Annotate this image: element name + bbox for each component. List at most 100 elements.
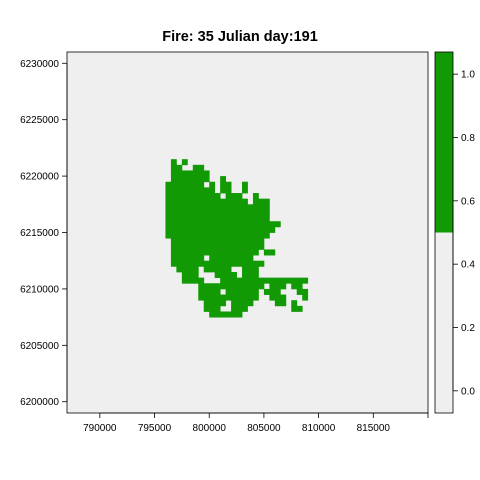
burned-cell bbox=[302, 294, 309, 301]
burned-cell bbox=[258, 277, 270, 284]
colorbar-burned-segment bbox=[435, 52, 453, 233]
burned-cell bbox=[192, 164, 205, 171]
burned-cell bbox=[165, 221, 265, 228]
burned-cell bbox=[181, 271, 199, 279]
chart-title: Fire: 35 Julian day:191 bbox=[162, 29, 318, 45]
y-tick-label: 6230000 bbox=[20, 59, 59, 70]
burned-cell bbox=[170, 164, 183, 171]
burned-cell bbox=[209, 255, 232, 262]
burned-cell bbox=[269, 277, 281, 284]
burned-cell bbox=[165, 187, 216, 194]
burned-cell bbox=[247, 277, 259, 284]
burned-cell bbox=[291, 277, 309, 284]
burned-cell bbox=[225, 288, 243, 295]
colorbar-tick-label: 1.0 bbox=[461, 70, 475, 81]
burned-cell bbox=[203, 305, 221, 312]
y-tick-label: 6205000 bbox=[20, 341, 59, 352]
burned-cell bbox=[252, 193, 259, 200]
burned-cell bbox=[263, 221, 281, 228]
burned-cell bbox=[181, 277, 205, 284]
burned-cell bbox=[220, 283, 254, 290]
burned-cell bbox=[242, 294, 259, 301]
colorbar-legend: 0.0 0.2 0.4 0.6 0.8 1.0 bbox=[434, 51, 475, 414]
colorbar-ticks: 0.0 0.2 0.4 0.6 0.8 1.0 bbox=[452, 70, 475, 397]
burned-cell bbox=[214, 271, 237, 279]
burned-cell bbox=[165, 209, 210, 216]
burned-cell bbox=[165, 204, 216, 211]
burned-cell bbox=[242, 187, 248, 194]
burned-cell bbox=[170, 260, 243, 267]
burned-cell bbox=[165, 232, 270, 239]
burned-cell bbox=[274, 300, 287, 307]
burned-cell bbox=[242, 266, 259, 273]
burned-cell bbox=[170, 243, 265, 250]
burned-cell bbox=[170, 159, 177, 166]
burned-cells bbox=[165, 159, 309, 318]
burned-cell bbox=[225, 193, 243, 200]
burned-cell bbox=[198, 294, 227, 301]
y-tick-label: 6210000 bbox=[20, 284, 59, 295]
burned-cell bbox=[181, 159, 188, 166]
burned-cell bbox=[198, 283, 221, 290]
burned-cell bbox=[242, 181, 248, 188]
burned-cell bbox=[209, 311, 227, 318]
burned-cell bbox=[296, 288, 309, 295]
burned-cell bbox=[220, 277, 248, 284]
burned-cell bbox=[291, 300, 298, 307]
burned-cell bbox=[220, 176, 227, 183]
x-tick-label: 815000 bbox=[357, 423, 391, 434]
y-tick-label: 6225000 bbox=[20, 115, 59, 126]
burned-cell bbox=[242, 260, 265, 267]
colorbar-tick-label: 0.8 bbox=[461, 133, 475, 144]
x-axis: 790000 795000 800000 805000 810000 815000 bbox=[83, 412, 429, 434]
burned-cell bbox=[236, 198, 248, 205]
y-tick-label: 6215000 bbox=[20, 228, 59, 239]
burned-cell bbox=[225, 311, 243, 318]
burned-cell bbox=[242, 271, 259, 279]
burned-cell bbox=[165, 215, 270, 222]
burned-cell bbox=[170, 249, 210, 256]
colorbar-tick-label: 0.4 bbox=[461, 260, 475, 271]
burned-cell bbox=[209, 181, 216, 188]
burned-cell bbox=[231, 255, 254, 262]
burned-cell bbox=[269, 294, 287, 301]
burned-cell bbox=[203, 300, 227, 307]
burned-cell bbox=[176, 266, 199, 273]
burned-cell bbox=[231, 305, 248, 312]
burned-cell bbox=[170, 176, 210, 183]
burned-cell bbox=[242, 288, 259, 295]
colorbar-tick-label: 0.6 bbox=[461, 196, 475, 207]
burned-cell bbox=[252, 283, 265, 290]
x-tick-label: 810000 bbox=[302, 423, 336, 434]
burned-cell bbox=[165, 193, 221, 200]
burned-cell bbox=[170, 238, 265, 245]
x-tick-label: 790000 bbox=[83, 423, 117, 434]
burned-cell bbox=[170, 255, 205, 262]
burned-cell bbox=[198, 288, 221, 295]
burned-cell bbox=[209, 249, 259, 256]
burned-cell bbox=[165, 226, 276, 233]
y-axis: 6200000 6205000 6210000 6215000 6220000 62250… bbox=[20, 59, 68, 408]
burned-cell bbox=[231, 300, 254, 307]
burned-cell bbox=[165, 198, 237, 205]
burned-cell bbox=[263, 288, 281, 295]
x-tick-label: 795000 bbox=[138, 423, 172, 434]
burned-cell bbox=[269, 283, 287, 290]
burned-cell bbox=[214, 204, 270, 211]
y-tick-label: 6220000 bbox=[20, 172, 59, 183]
burned-cell bbox=[203, 266, 232, 273]
burned-cell bbox=[291, 305, 303, 312]
burned-cell bbox=[165, 181, 205, 188]
burned-cell bbox=[280, 277, 292, 284]
x-tick-label: 800000 bbox=[193, 423, 227, 434]
burned-cell bbox=[170, 170, 210, 177]
colorbar-tick-label: 0.2 bbox=[461, 323, 475, 334]
burned-cell bbox=[291, 283, 303, 290]
burned-cell bbox=[263, 249, 276, 256]
burned-cell bbox=[220, 181, 232, 188]
burned-cell bbox=[252, 198, 270, 205]
burned-cell bbox=[220, 187, 232, 194]
colorbar-tick-label: 0.0 bbox=[461, 386, 475, 397]
y-tick-label: 6200000 bbox=[20, 397, 59, 408]
